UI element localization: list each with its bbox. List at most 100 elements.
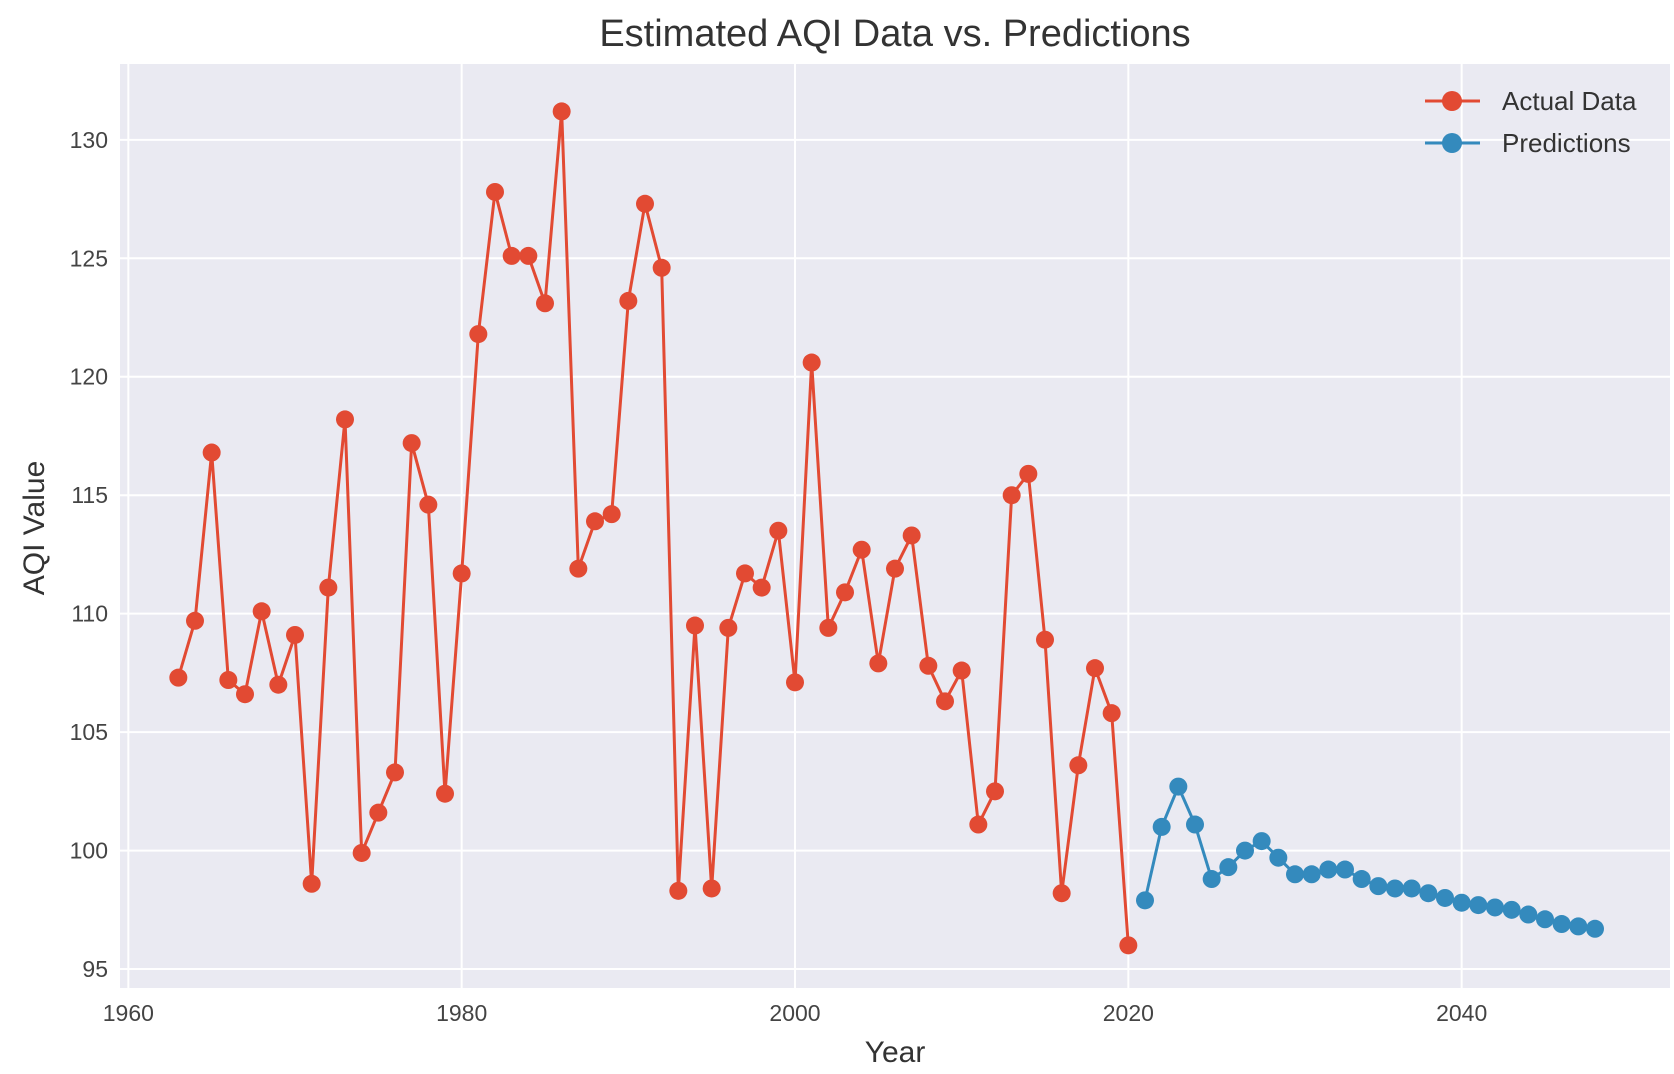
predictions-point xyxy=(1336,860,1354,879)
actual-data-point xyxy=(986,782,1004,801)
predictions-point xyxy=(1386,879,1404,898)
actual-data-point xyxy=(902,526,921,545)
actual-data-point xyxy=(436,784,454,803)
actual-data-point xyxy=(252,602,271,621)
actual-data-point xyxy=(969,815,988,834)
actual-data-point xyxy=(236,685,254,704)
y-tick-label: 125 xyxy=(70,245,108,271)
legend-actual-label: Actual Data xyxy=(1502,86,1637,116)
predictions-point xyxy=(1519,905,1538,924)
actual-data-point xyxy=(402,434,421,453)
actual-data-point xyxy=(802,353,821,372)
y-axis-label: AQI Value xyxy=(18,461,51,596)
actual-data-point xyxy=(1002,486,1021,505)
actual-data-point xyxy=(719,618,738,637)
actual-data-point xyxy=(286,625,304,644)
actual-data-point xyxy=(369,803,388,822)
actual-data-point xyxy=(586,512,604,531)
predictions-point xyxy=(1302,865,1321,884)
actual-data-point xyxy=(736,564,754,583)
predictions-point xyxy=(1536,910,1554,929)
actual-data-point xyxy=(186,611,204,630)
chart-title: Estimated AQI Data vs. Predictions xyxy=(599,13,1190,55)
actual-data-point xyxy=(702,879,721,898)
x-tick-label: 1960 xyxy=(103,1000,154,1026)
actual-data-point xyxy=(352,843,371,862)
actual-data-point xyxy=(636,194,654,213)
predictions-point xyxy=(1486,898,1504,917)
predictions-point xyxy=(1586,919,1604,938)
predictions-point xyxy=(1286,865,1304,884)
actual-data-point xyxy=(652,258,671,277)
y-tick-label: 130 xyxy=(70,127,108,153)
y-tick-label: 95 xyxy=(82,956,108,982)
actual-data-point xyxy=(219,671,238,689)
predictions-point xyxy=(1202,870,1221,889)
predictions-point xyxy=(1552,915,1571,934)
predictions-point xyxy=(1369,877,1388,896)
grid-lines xyxy=(120,64,1670,988)
actual-data-point xyxy=(336,410,354,429)
predictions-point xyxy=(1352,870,1371,889)
actual-data-point xyxy=(886,559,904,578)
actual-data-point xyxy=(1069,756,1088,775)
actual-data-point xyxy=(469,325,488,344)
y-tick-label: 105 xyxy=(70,719,108,745)
predictions-point xyxy=(1569,917,1588,936)
actual-data-point xyxy=(202,443,221,462)
actual-data-point xyxy=(769,521,788,540)
predictions-point xyxy=(1452,893,1471,912)
actual-data-point xyxy=(602,505,621,524)
actual-data-point xyxy=(552,102,571,121)
actual-data-point xyxy=(419,495,438,514)
predictions-point xyxy=(1252,832,1271,851)
actual-data-point xyxy=(536,294,554,313)
actual-data-point xyxy=(869,654,888,673)
legend-actual-marker xyxy=(1442,91,1462,111)
legend: Actual Data Predictions xyxy=(1425,86,1637,158)
actual-data-point xyxy=(786,673,804,692)
x-tick-label: 2040 xyxy=(1436,1000,1487,1026)
actual-data-point xyxy=(1119,936,1138,955)
actual-data-point xyxy=(836,583,854,602)
actual-data-point xyxy=(919,656,938,675)
predictions-point xyxy=(1186,815,1204,834)
y-tick-label: 110 xyxy=(71,601,108,627)
actual-data-point xyxy=(452,564,471,583)
y-tick-label: 120 xyxy=(70,364,108,390)
actual-data-point xyxy=(1036,630,1054,649)
actual-data-point xyxy=(486,182,504,201)
actual-data-point xyxy=(319,578,338,597)
predictions-point xyxy=(1169,777,1188,796)
actual-data-point xyxy=(1052,884,1071,903)
actual-data-point xyxy=(519,246,538,265)
actual-data-line xyxy=(176,109,1130,946)
y-tick-label: 100 xyxy=(70,838,108,864)
predictions-point xyxy=(1502,900,1521,919)
predictions-point xyxy=(1152,817,1171,836)
actual-data-point xyxy=(169,668,188,687)
actual-data-point xyxy=(686,616,704,635)
actual-data-point xyxy=(669,881,688,900)
actual-data-point xyxy=(302,874,321,893)
predictions-point xyxy=(1136,891,1154,910)
predictions-point xyxy=(1436,888,1454,907)
series-layer xyxy=(169,102,1604,955)
actual-data-point xyxy=(386,763,404,782)
legend-predictions-marker xyxy=(1442,133,1462,153)
legend-predictions-label: Predictions xyxy=(1502,128,1631,158)
actual-data-point xyxy=(1102,704,1121,723)
predictions-point xyxy=(1269,848,1288,867)
predictions-point xyxy=(1236,841,1254,860)
x-tick-label: 2020 xyxy=(1103,1000,1154,1026)
actual-data-point xyxy=(936,692,954,711)
actual-data-point xyxy=(619,291,638,310)
actual-data-point xyxy=(269,675,288,694)
actual-data-point xyxy=(1019,464,1038,483)
predictions-point xyxy=(1319,860,1338,879)
tick-labels: 1960 1980 2000 2020 2040 95 100 105 110 115 120 125… xyxy=(70,127,1488,1026)
actual-data-point xyxy=(819,618,838,637)
predictions-point xyxy=(1469,896,1488,915)
predictions-point xyxy=(1219,858,1238,877)
